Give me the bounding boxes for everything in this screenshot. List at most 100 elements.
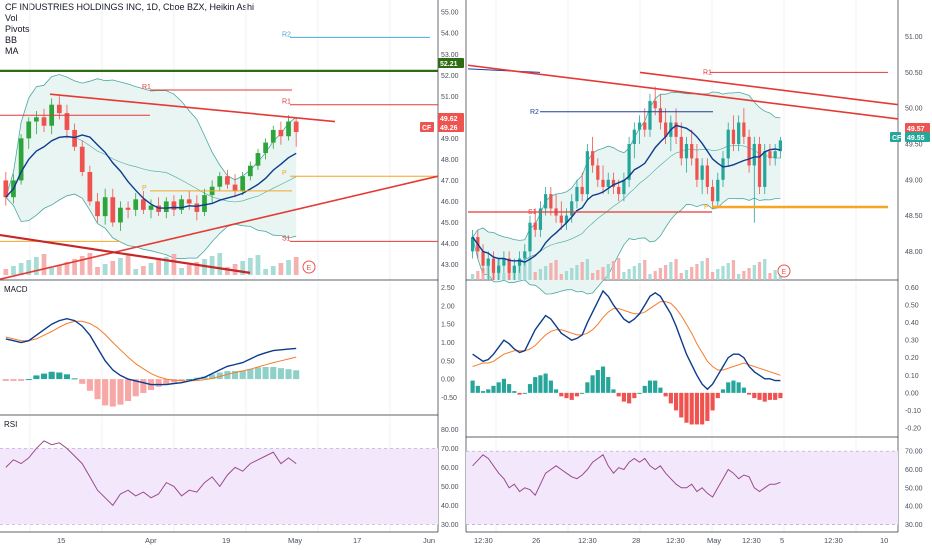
right-candle-body [637, 122, 642, 130]
left-candle-body [217, 176, 223, 187]
right-volume-bar [752, 265, 756, 280]
legend-vol[interactable]: Vol [5, 13, 18, 23]
left-volume-bar [87, 253, 93, 275]
right-candle-body [763, 151, 767, 187]
left-pivot-label: R1 [142, 84, 151, 91]
right-candle-body [679, 136, 683, 159]
right-macd-histogram-bar [684, 392, 689, 423]
left-rsi-y-tick-label: 80.00 [441, 427, 459, 434]
left-candle-body [133, 199, 139, 210]
right-x-tick-label: 12:30 [824, 536, 843, 545]
right-volume-bar [731, 260, 736, 280]
left-macd-histogram-bar [33, 375, 40, 380]
left-rsi-y-tick-label: 50.00 [441, 484, 459, 491]
right-candle-body [690, 144, 694, 159]
right-cf-label: CF [892, 135, 902, 142]
right-volume-bar [716, 269, 720, 280]
right-candle-body [606, 179, 610, 187]
left-macd-histogram-bar [25, 379, 32, 381]
left-trendline-upper [49, 93, 336, 123]
right-cf-badge: 49.55 [907, 135, 925, 142]
right-cf-label-bg [890, 132, 901, 142]
left-macd-histogram-bar [262, 367, 269, 380]
right-candle-body [742, 122, 746, 137]
right-volume-bar [679, 273, 683, 280]
right-macd-histogram-bar [726, 382, 731, 393]
right-macd-histogram-bar [715, 392, 720, 399]
right-x-tick-label: 12:30 [666, 536, 685, 545]
left-candle-body [102, 197, 108, 217]
left-candle-body [194, 203, 200, 212]
left-cf-label: CF [422, 125, 432, 132]
left-volume-bar [232, 264, 238, 275]
right-bollinger-upper [472, 91, 781, 241]
left-candle-body [64, 113, 70, 130]
left-volume-bar [95, 267, 100, 275]
right-macd-histogram-bar [574, 392, 580, 397]
right-y-tick-label: 51.00 [905, 34, 923, 41]
right-macd-histogram-bar [559, 392, 564, 397]
right-macd-histogram-bar [606, 377, 611, 393]
right-volume-bar [481, 268, 485, 280]
left-pivot-label: S1 [282, 235, 291, 242]
right-candle-body [721, 158, 725, 180]
right-candle-body [538, 208, 543, 230]
right-macd-histogram-bar [741, 387, 746, 393]
right-volume-bar [763, 259, 767, 280]
right-volume-bar [768, 273, 772, 280]
left-macd-histogram-bar [270, 367, 277, 380]
left-macd-histogram-bar [247, 368, 254, 380]
right-candle-body [523, 251, 527, 259]
left-pivot-label: P [282, 170, 287, 177]
right-macd-histogram-bar [700, 392, 705, 425]
legend-bb[interactable]: BB [5, 35, 18, 45]
right-candle-body [773, 151, 777, 159]
right-macd-histogram-bar [731, 380, 736, 393]
right-x-tick-label: 26 [532, 536, 540, 545]
right-macd-histogram-bar [564, 392, 569, 399]
left-candle-body [148, 205, 154, 210]
right-macd-histogram-bar [507, 384, 512, 393]
right-volume-bar [721, 266, 725, 280]
left-price-badge-green: 52.21 [440, 61, 458, 68]
left-volume-bar [270, 266, 276, 275]
left-y-tick-label: 54.00 [441, 31, 459, 38]
right-volume-bar [554, 260, 558, 280]
left-candle-body [255, 153, 261, 166]
left-volume-bar [18, 263, 24, 275]
left-volume-bar [225, 267, 230, 275]
left-macd-histogram-bar [79, 379, 86, 384]
left-volume-bar [209, 256, 215, 275]
right-rsi-y-tick-label: 30.00 [905, 522, 923, 529]
left-y-tick-label: 48.00 [441, 157, 459, 164]
left-candle-body [179, 199, 184, 210]
symbol-title: CF INDUSTRIES HOLDINGS INC, 1D, Cboe BZX… [5, 2, 255, 12]
right-volume-bar [726, 263, 730, 280]
left-candle-body [240, 176, 246, 191]
left-candle-body [118, 207, 123, 223]
left-candle-body [125, 207, 131, 210]
legend-pivots[interactable]: Pivots [5, 24, 30, 34]
right-y-tick-label: 48.50 [905, 213, 923, 220]
left-pivot-label: R2 [282, 31, 291, 38]
right-macd-y-tick-label: 0.60 [905, 285, 919, 292]
right-cf-badge-bg [905, 132, 930, 142]
left-macd-histogram-bar [94, 379, 101, 400]
right-macd-y-tick-label: 0.10 [905, 373, 919, 380]
right-rsi-y-tick-label: 60.00 [905, 467, 923, 474]
right-macd-histogram-bar [762, 392, 767, 402]
right-macd-histogram-bar [778, 392, 783, 399]
left-macd-histogram-bar [231, 371, 239, 380]
right-candle-body [658, 108, 663, 123]
right-trendline [467, 64, 899, 120]
left-candle-body [26, 121, 32, 139]
right-macd-histogram-bar [611, 389, 616, 393]
left-bollinger-upper [5, 74, 297, 198]
legend-ma[interactable]: MA [5, 46, 19, 56]
left-volume-bar [133, 269, 139, 275]
right-x-tick-label: 28 [632, 536, 640, 545]
right-rsi-y-tick-label: 50.00 [905, 485, 923, 492]
right-volume-bar [695, 264, 699, 280]
left-y-tick-label: 53.00 [441, 52, 459, 59]
